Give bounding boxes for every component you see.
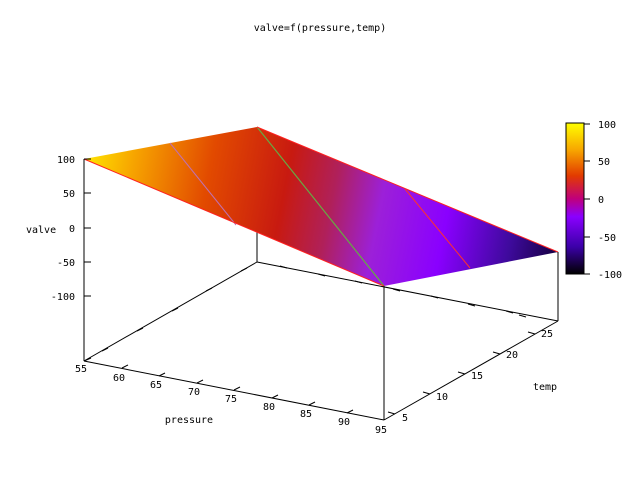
x-tick-label: 70 — [188, 387, 200, 398]
colorbar-tick-label: -50 — [598, 233, 616, 244]
x-tick-label: 85 — [300, 409, 312, 420]
y-tick-label: 25 — [541, 329, 553, 340]
z-tick-label: -100 — [51, 292, 75, 303]
y-axis-label: temp — [533, 382, 557, 393]
x-tick-labels: 55 60 65 70 75 80 85 90 95 — [75, 364, 387, 436]
y-tick-labels: 5 10 15 20 25 — [402, 329, 553, 424]
x-tick-label: 75 — [225, 394, 237, 405]
y-tick-label: 5 — [402, 413, 408, 424]
z-tick-label: 100 — [57, 155, 75, 166]
colorbar-ticks — [584, 123, 590, 275]
contour-line-50 — [169, 142, 237, 226]
x-tick-label: 90 — [338, 417, 350, 428]
colorbar-tick-labels: 100 50 0 -50 -100 — [598, 120, 622, 281]
z-axis-label: valve — [26, 225, 56, 236]
y-tick-label: 20 — [506, 350, 518, 361]
back-floor-edge-left — [83, 261, 258, 362]
z-axis-ticks — [84, 158, 91, 297]
back-tick-marks — [101, 265, 527, 352]
x-axis-label: pressure — [165, 415, 213, 426]
z-tick-label: -50 — [57, 258, 75, 269]
colorbar-tick-label: 50 — [598, 157, 610, 168]
surface-edge-right — [256, 126, 559, 253]
x-tick-label: 80 — [263, 402, 275, 413]
x-axis-line — [83, 360, 385, 421]
colorbar — [565, 122, 585, 275]
y-axis-line — [383, 320, 559, 421]
contour-line-minus50 — [404, 188, 471, 269]
surface-edge-left — [83, 158, 385, 287]
z-tick-label: 50 — [63, 189, 75, 200]
contour-line-0 — [256, 126, 385, 287]
y-axis-ticks — [387, 331, 536, 415]
x-axis-ticks — [83, 357, 354, 414]
x-tick-label: 65 — [150, 380, 162, 391]
x-tick-label: 95 — [375, 425, 387, 436]
x-tick-label: 60 — [113, 373, 125, 384]
colorbar-tick-label: -100 — [598, 270, 622, 281]
chart-title: valve=f(pressure,temp) — [254, 23, 386, 34]
y-tick-label: 10 — [436, 392, 448, 403]
colorbar-tick-label: 0 — [598, 195, 604, 206]
z-tick-labels: 100 50 0 -50 -100 — [51, 155, 75, 303]
colorbar-tick-label: 100 — [598, 120, 616, 131]
x-tick-label: 55 — [75, 364, 87, 375]
z-tick-label: 0 — [69, 224, 75, 235]
y-tick-label: 15 — [471, 371, 483, 382]
